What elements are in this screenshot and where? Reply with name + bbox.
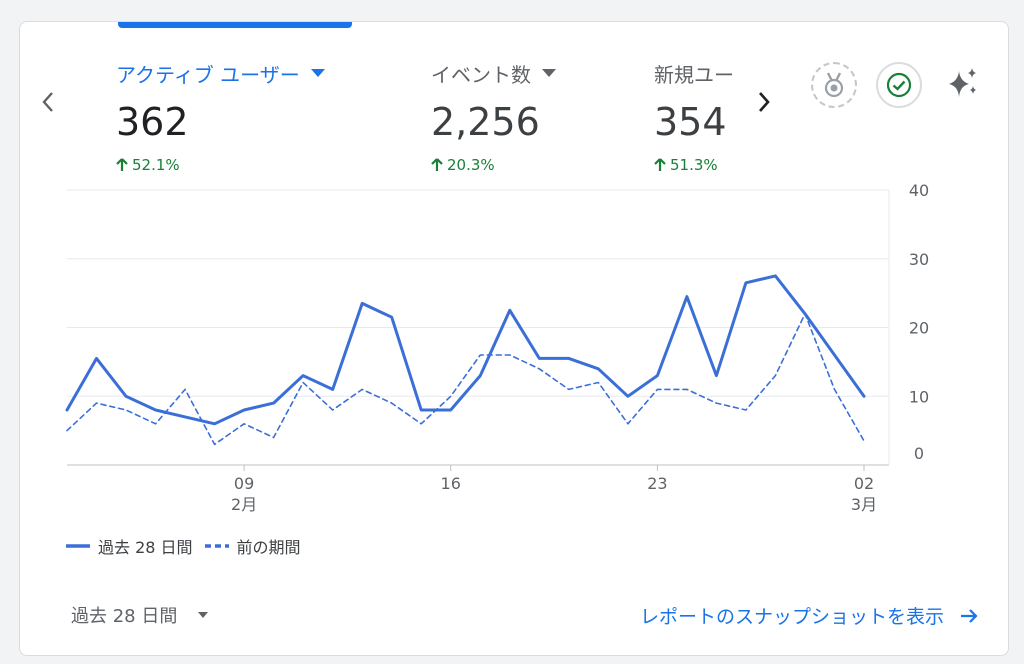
- x-tick-month-label: 3月: [851, 495, 877, 514]
- legend-label: 過去 28 日間: [98, 538, 193, 557]
- series-line-previous-period: [66, 313, 865, 446]
- metric-label: イベント数: [431, 62, 531, 87]
- metric-value: 2,256: [431, 100, 540, 144]
- x-tick-day-label: 02: [854, 474, 874, 493]
- dashed-line-swatch: [204, 544, 229, 548]
- x-tick-day-label: 23: [647, 474, 667, 493]
- previous-metrics-button[interactable]: [34, 82, 62, 122]
- y-tick-label: 0: [914, 444, 924, 463]
- verified-button[interactable]: [876, 62, 922, 108]
- metric-new-users-clip: 新規ユー 354 51.3%: [650, 52, 746, 212]
- view-report-snapshot-link[interactable]: レポートのスナップショットを表示: [640, 602, 978, 629]
- metric-change: 51.3%: [654, 156, 734, 174]
- metric-active-users[interactable]: アクティブ ユーザー 362 52.1%: [116, 60, 326, 174]
- y-tick-label: 10: [909, 387, 929, 406]
- legend-item-current: 過去 28 日間: [66, 534, 193, 558]
- date-range-selector[interactable]: 過去 28 日間: [71, 602, 209, 628]
- line-chart: 0 10 20 30 40 09 2月 16 23 02 3月: [65, 182, 929, 514]
- metric-change: 52.1%: [116, 156, 326, 174]
- caret-down-icon[interactable]: [541, 68, 557, 78]
- legend-label: 前の期間: [236, 538, 301, 557]
- summary-card: アクティブ ユーザー 362 52.1% イベント数 2,256 20.3% 新…: [19, 21, 1009, 656]
- arrow-up-icon: [654, 158, 666, 171]
- metric-event-count[interactable]: イベント数 2,256 20.3%: [431, 60, 557, 174]
- view-report-snapshot-label: レポートのスナップショットを表示: [639, 606, 944, 628]
- x-tick-day-label: 16: [441, 474, 461, 493]
- metric-label: アクティブ ユーザー: [116, 62, 300, 87]
- check-circle-icon: [886, 72, 912, 98]
- solid-line-swatch: [66, 544, 90, 548]
- x-tick-month-label: 2月: [231, 495, 257, 514]
- x-tick-day-label: 09: [234, 474, 254, 493]
- metric-value: 354: [654, 100, 727, 144]
- metric-change-value: 20.3%: [447, 156, 495, 174]
- insight-badge-button[interactable]: [811, 62, 857, 108]
- medal-icon: [824, 72, 844, 98]
- arrow-up-icon: [116, 158, 128, 171]
- caret-down-icon[interactable]: [310, 68, 326, 78]
- metric-change: 20.3%: [431, 156, 557, 174]
- y-tick-label: 40: [909, 182, 929, 200]
- next-metrics-button[interactable]: [750, 82, 778, 122]
- y-tick-label: 30: [909, 250, 929, 269]
- metric-new-users[interactable]: 新規ユー 354 51.3%: [654, 60, 734, 175]
- series-line-last-28-days: [65, 274, 866, 426]
- metric-change-value: 52.1%: [132, 156, 180, 174]
- chevron-right-icon: [759, 92, 770, 112]
- legend-item-previous: 前の期間: [204, 534, 301, 558]
- arrow-right-icon: [961, 608, 978, 623]
- chart-legend: 過去 28 日間 前の期間: [66, 534, 301, 558]
- active-metric-indicator: [118, 22, 352, 28]
- sparkle-icon: [949, 68, 976, 97]
- ai-insights-button[interactable]: [942, 62, 984, 104]
- arrow-up-icon: [431, 158, 443, 171]
- metric-label: 新規ユー: [654, 62, 734, 87]
- chevron-left-icon: [42, 92, 53, 112]
- y-tick-label: 20: [909, 319, 929, 338]
- date-range-label: 過去 28 日間: [71, 606, 178, 627]
- metric-value: 362: [116, 100, 189, 144]
- metric-change-value: 51.3%: [670, 156, 718, 174]
- caret-down-icon: [198, 612, 209, 618]
